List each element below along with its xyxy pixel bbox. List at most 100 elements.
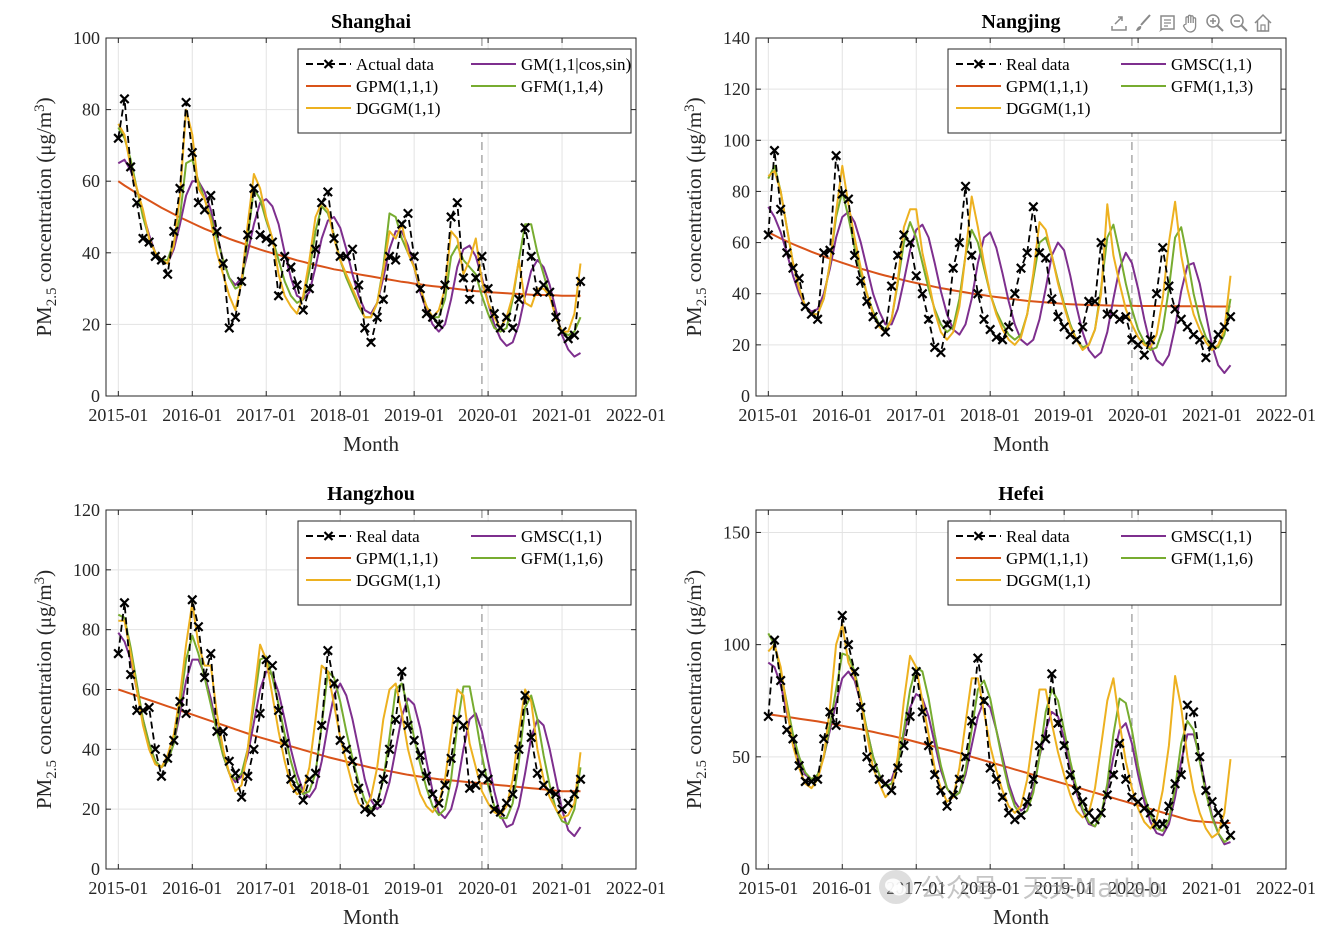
y-tick-label: 60 xyxy=(82,171,100,191)
actual-data-marker xyxy=(131,197,142,208)
actual-data-marker xyxy=(495,323,506,333)
x-tick-label: 2021-01 xyxy=(532,405,592,425)
series-line-dggm xyxy=(767,623,1232,839)
actual-data-marker xyxy=(1126,792,1137,803)
legend-box xyxy=(947,48,1282,134)
y-tick-label: 80 xyxy=(732,181,750,201)
actual-data-marker xyxy=(359,323,370,333)
y-tick-label: 60 xyxy=(82,680,100,700)
actual-data-marker xyxy=(526,732,537,743)
actual-data-marker xyxy=(769,145,780,156)
actual-data-marker xyxy=(168,735,179,746)
actual-data-marker xyxy=(966,715,977,726)
x-tick-label: 2022-01 xyxy=(1256,405,1316,425)
actual-data-marker xyxy=(347,244,358,255)
actual-data-marker xyxy=(181,708,192,719)
actual-data-marker xyxy=(923,314,934,325)
pan-hand-icon[interactable] xyxy=(1180,12,1202,34)
actual-data-marker xyxy=(298,795,309,806)
y-tick-label: 20 xyxy=(732,335,750,355)
actual-data-marker xyxy=(144,702,155,713)
actual-data-marker xyxy=(544,786,555,797)
actual-data-marker xyxy=(948,263,959,274)
actual-data-marker xyxy=(1009,288,1020,299)
actual-data-marker xyxy=(1046,293,1057,304)
actual-data-marker xyxy=(972,653,983,664)
actual-data-marker xyxy=(563,333,574,344)
y-tick-label: 80 xyxy=(82,100,100,120)
actual-data-marker xyxy=(439,280,450,290)
y-tick-label: 140 xyxy=(723,28,750,48)
series-line-dggm xyxy=(767,164,1232,351)
actual-data-marker xyxy=(979,314,990,325)
x-tick-label: 2020-01 xyxy=(458,878,518,898)
actual-data-marker xyxy=(316,720,327,731)
actual-data-marker xyxy=(224,323,235,333)
y-tick-label: 0 xyxy=(741,859,750,879)
actual-data-marker xyxy=(483,774,494,785)
chart-panel-shanghai: 0 20 40 60 80 100 2015-01 2016-01 2017-01 2018-01… xyxy=(32,11,666,456)
actual-data-marker xyxy=(1194,334,1205,345)
actual-data-marker xyxy=(218,726,229,737)
home-icon[interactable] xyxy=(1252,12,1274,34)
x-tick-label: 2020-01 xyxy=(1108,405,1168,425)
actual-data-marker xyxy=(310,244,321,255)
legend: Actual data GM(1,1|cos,sin) GPM(1,1,1) GFM(… xyxy=(297,48,632,134)
actual-data-marker xyxy=(464,294,475,305)
x-tick-label: 2019-01 xyxy=(1034,878,1094,898)
actual-data-marker xyxy=(898,740,909,751)
actual-data-marker xyxy=(1139,803,1150,814)
x-tick-label: 2021-01 xyxy=(1182,405,1242,425)
actual-data-marker xyxy=(199,672,210,683)
actual-data-marker xyxy=(378,294,389,305)
x-tick-label: 2020-01 xyxy=(458,405,518,425)
actual-data-marker xyxy=(550,789,561,800)
actual-data-marker xyxy=(1040,252,1051,263)
actual-data-marker xyxy=(236,276,247,287)
actual-data-marker xyxy=(997,792,1008,803)
actual-data-marker xyxy=(366,337,376,348)
y-tick-label: 100 xyxy=(73,28,100,48)
actual-data-marker xyxy=(476,251,487,262)
actual-data-marker xyxy=(396,219,407,230)
actual-data-marker xyxy=(929,769,940,780)
y-tick-label: 100 xyxy=(723,130,750,150)
actual-data-marker xyxy=(892,250,903,261)
actual-data-marker xyxy=(162,269,173,280)
actual-data-marker xyxy=(1176,769,1187,780)
x-tick-label: 2016-01 xyxy=(162,405,222,425)
actual-data-marker xyxy=(985,763,996,774)
legend-marker-actual xyxy=(323,531,334,541)
y-tick-label: 40 xyxy=(732,284,750,304)
actual-data-marker xyxy=(1207,796,1218,807)
actual-data-marker xyxy=(781,724,792,735)
brush-icon[interactable] xyxy=(1132,12,1154,34)
actual-data-marker xyxy=(831,720,842,731)
actual-data-marker xyxy=(1219,321,1230,332)
actual-data-marker xyxy=(255,229,266,240)
legend-label-gfm: GFM(1,1,3) xyxy=(1171,77,1253,96)
legend-label-actual: Real data xyxy=(1006,55,1070,74)
zoom-out-icon[interactable] xyxy=(1228,12,1250,34)
actual-data-marker xyxy=(174,696,185,707)
legend-label-gfm: GFM(1,1,4) xyxy=(521,77,603,96)
series-line-dggm xyxy=(117,108,582,333)
zoom-in-icon[interactable] xyxy=(1204,12,1226,34)
y-tick-label: 0 xyxy=(741,386,750,406)
export-icon[interactable] xyxy=(1108,12,1130,34)
actual-data-marker xyxy=(843,639,854,650)
x-tick-label: 2018-01 xyxy=(310,405,370,425)
y-tick-label: 100 xyxy=(723,635,750,655)
actual-data-marker xyxy=(372,798,383,809)
actual-data-marker xyxy=(396,666,407,677)
actual-data-marker xyxy=(329,678,340,689)
actual-data-marker xyxy=(886,785,897,796)
actual-data-marker xyxy=(769,635,780,646)
actual-data-marker xyxy=(806,776,817,787)
actual-data-marker xyxy=(113,133,124,144)
datatip-icon[interactable] xyxy=(1156,12,1178,34)
actual-data-marker xyxy=(1003,321,1014,332)
actual-data-marker xyxy=(1016,810,1026,821)
actual-data-marker xyxy=(218,258,229,269)
